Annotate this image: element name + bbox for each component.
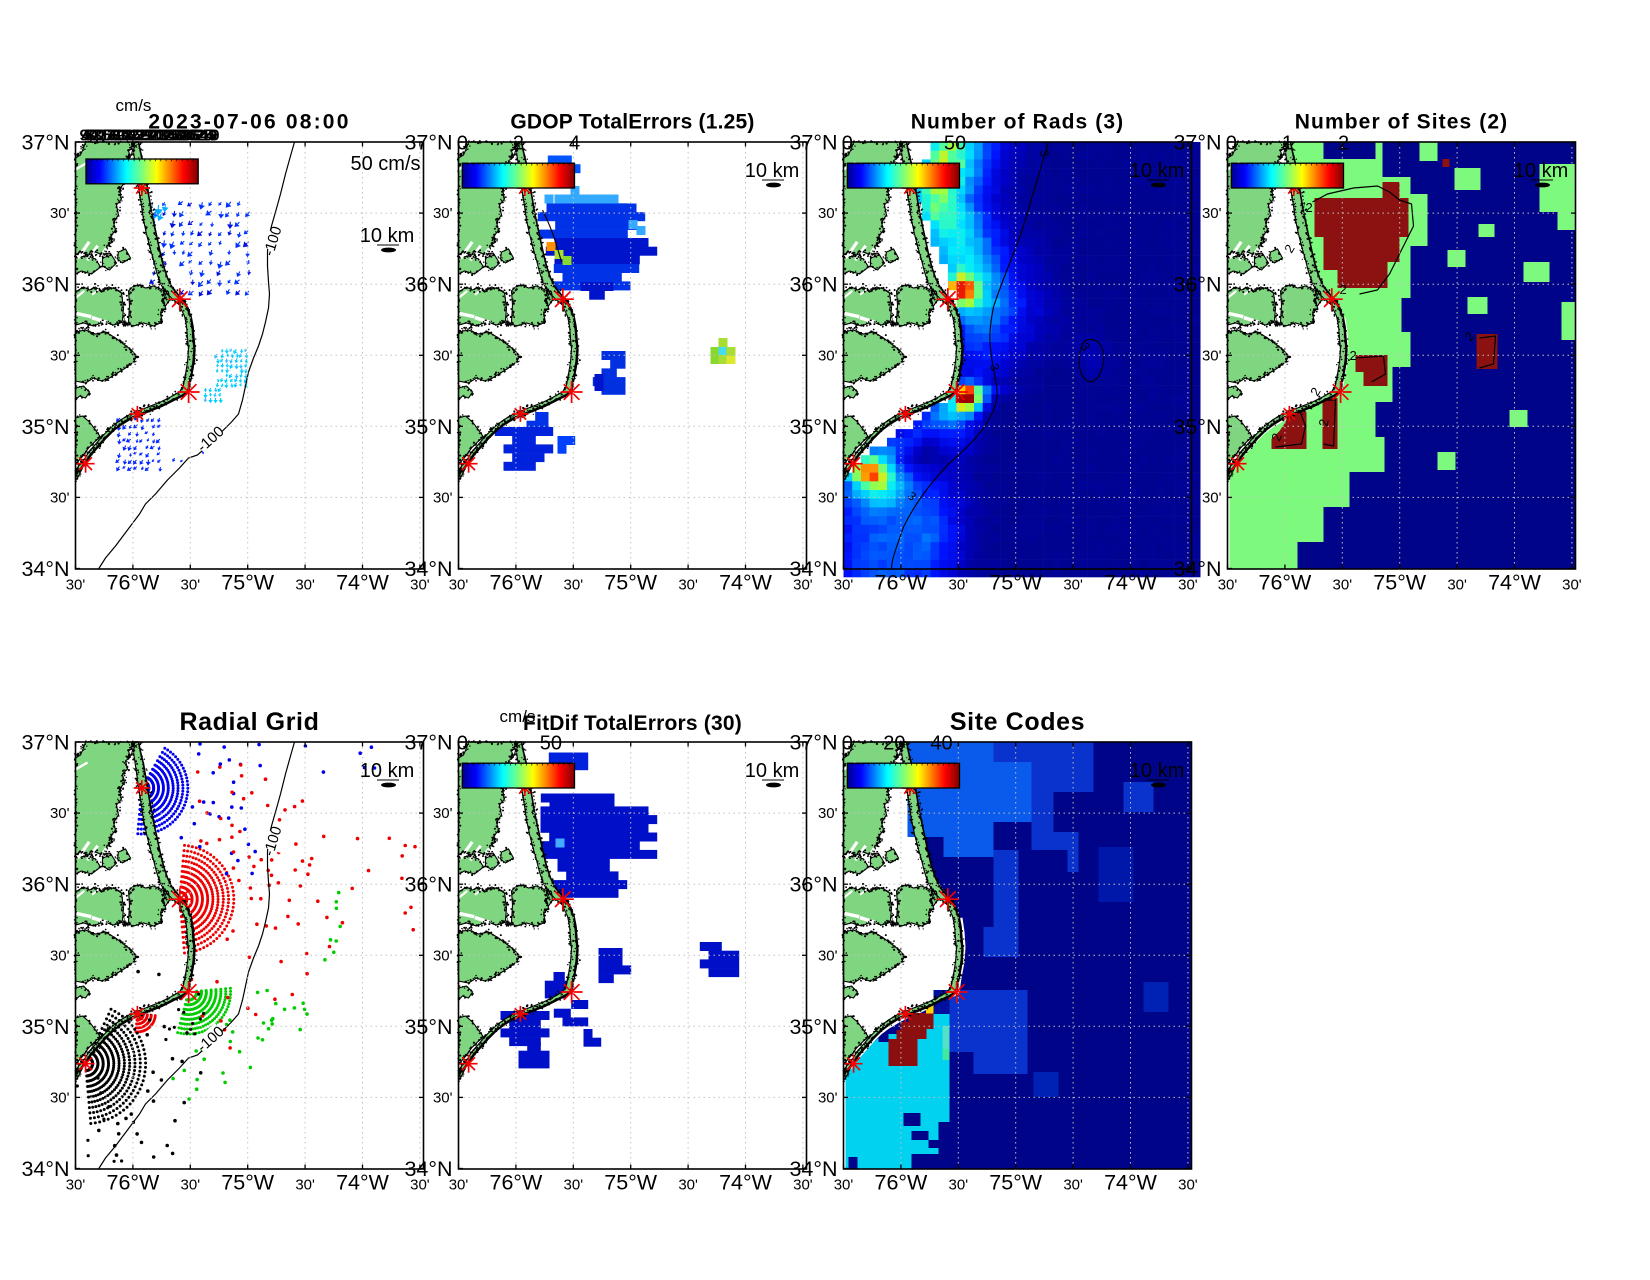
svg-text:36°N: 36°N [404,273,452,297]
svg-text:74°W: 74°W [336,571,390,595]
svg-text:74°W: 74°W [719,571,773,595]
svg-text:2: 2 [1338,133,1349,155]
svg-text:30': 30' [678,577,698,594]
svg-text:35°N: 35°N [404,415,452,439]
svg-text:30': 30' [433,489,453,506]
svg-text:34°N: 34°N [789,557,837,581]
svg-text:50: 50 [944,133,966,155]
svg-text:30': 30' [50,347,70,364]
svg-text:30': 30' [50,205,70,222]
svg-text:0: 0 [457,133,468,155]
svg-text:50 cm/s: 50 cm/s [350,153,420,175]
svg-text:30': 30' [433,205,453,222]
svg-text:30': 30' [818,489,838,506]
svg-text:30': 30' [818,347,838,364]
svg-text:10 km: 10 km [1514,160,1568,182]
svg-text:74°W: 74°W [1104,571,1158,595]
svg-text:34°N: 34°N [21,557,69,581]
svg-text:37°N: 37°N [21,131,69,155]
svg-text:2023-07-06 08:00: 2023-07-06 08:00 [148,111,350,134]
svg-text:cm/s: cm/s [116,96,152,115]
svg-text:36°N: 36°N [789,273,837,297]
svg-text:30': 30' [1447,577,1467,594]
svg-text:30': 30' [1202,347,1222,364]
svg-text:75°W: 75°W [1373,571,1427,595]
svg-text:30': 30' [1202,489,1222,506]
svg-text:75°W: 75°W [221,571,275,595]
svg-text:10 km: 10 km [360,225,414,247]
svg-text:75°W: 75°W [604,571,658,595]
svg-text:37°N: 37°N [404,131,452,155]
svg-text:Number of Rads (3): Number of Rads (3) [911,111,1125,134]
svg-text:2: 2 [513,133,524,155]
svg-text:35°N: 35°N [21,415,69,439]
svg-text:30': 30' [818,205,838,222]
svg-text:30': 30' [433,347,453,364]
svg-text:0: 0 [842,133,853,155]
svg-text:37°N: 37°N [789,131,837,155]
svg-text:10 km: 10 km [745,160,799,182]
svg-text:10 km: 10 km [1130,160,1184,182]
svg-text:1: 1 [1282,133,1293,155]
svg-text:34°N: 34°N [1173,557,1221,581]
svg-text:30': 30' [295,577,315,594]
svg-text:GDOP TotalErrors (1.25): GDOP TotalErrors (1.25) [510,111,754,134]
svg-text:37°N: 37°N [1173,131,1221,155]
svg-text:Number of Sites (2): Number of Sites (2) [1295,111,1508,134]
svg-text:36°N: 36°N [21,273,69,297]
svg-text:74°W: 74°W [1488,571,1542,595]
svg-text:76°W: 76°W [1258,571,1312,595]
svg-text:30': 30' [1063,577,1083,594]
svg-text:0: 0 [1226,133,1237,155]
svg-text:36°N: 36°N [1173,273,1221,297]
svg-text:30': 30' [564,577,584,594]
svg-text:34°N: 34°N [404,557,452,581]
svg-text:76°W: 76°W [874,571,928,595]
svg-text:30': 30' [949,577,969,594]
svg-text:2: 2 [1306,200,1313,215]
svg-text:75°W: 75°W [989,571,1043,595]
svg-text:35°N: 35°N [1173,415,1221,439]
svg-text:30': 30' [1562,577,1582,594]
svg-text:30': 30' [50,489,70,506]
svg-text:76°W: 76°W [106,571,160,595]
svg-text:35°N: 35°N [789,415,837,439]
svg-text:30': 30' [1333,577,1353,594]
svg-text:30': 30' [181,577,201,594]
svg-text:76°W: 76°W [489,571,543,595]
svg-text:4: 4 [569,133,580,155]
svg-text:30': 30' [1202,205,1222,222]
